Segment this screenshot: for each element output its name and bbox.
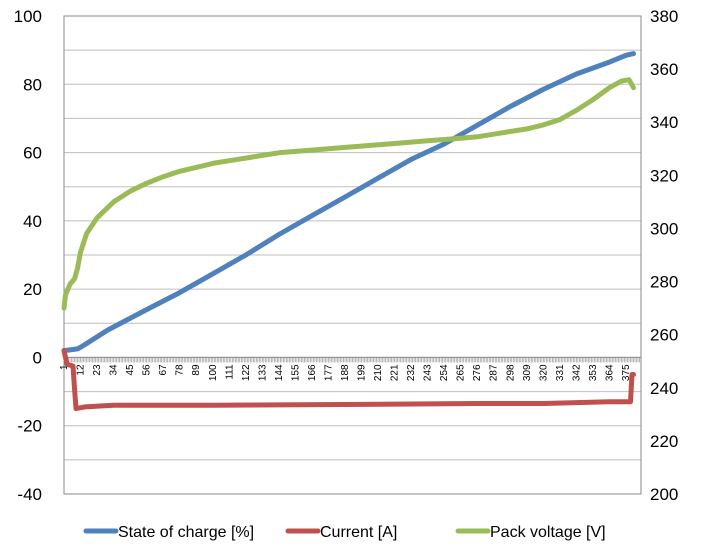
x-tick-label: 12 [76, 364, 87, 376]
x-tick-label: 342 [571, 364, 582, 381]
legend-label: Current [A] [320, 524, 397, 541]
legend-label: Pack voltage [V] [490, 524, 606, 541]
x-tick-label: 188 [340, 364, 351, 381]
x-tick-label: 23 [92, 364, 103, 376]
y-right-tick-label: 300 [650, 219, 678, 238]
x-tick-label: 232 [406, 364, 417, 381]
x-tick-label: 133 [257, 364, 268, 381]
x-tick-label: 265 [456, 364, 467, 381]
x-tick-label: 144 [274, 364, 285, 381]
y-right-tick-label: 360 [650, 60, 678, 79]
x-tick-label: 177 [323, 364, 334, 381]
y-left-tick-label: 20 [23, 280, 42, 299]
y-right-tick-label: 340 [650, 113, 678, 132]
y-left-tick-label: -20 [17, 417, 42, 436]
x-tick-label: 45 [125, 364, 136, 376]
y-right-tick-label: 200 [650, 485, 678, 504]
y-left-tick-label: 40 [23, 212, 42, 231]
x-tick-label: 56 [142, 364, 153, 376]
x-tick-label: 254 [439, 364, 450, 381]
x-tick-label: 298 [505, 364, 516, 381]
x-tick-label: 210 [373, 364, 384, 381]
x-tick-label: 221 [390, 364, 401, 381]
series-line [61, 51, 636, 354]
series-line [61, 77, 636, 311]
axes: -40 -20 0 20 40 60 80 100 200 220 240 260 280 300 320 3… [14, 7, 679, 504]
x-tick-label: 34 [109, 364, 120, 376]
y-left-tick-label: 60 [23, 144, 42, 163]
x-tick-label: 100 [208, 364, 219, 381]
y-right-tick-label: 320 [650, 166, 678, 185]
x-tick-label: 67 [158, 364, 169, 376]
y-right-tick-label: 260 [650, 326, 678, 345]
x-tick-label: 78 [175, 364, 186, 376]
x-tick-label: 276 [472, 364, 483, 381]
legend-label: State of charge [%] [118, 524, 254, 541]
y-right-tick-label: 220 [650, 432, 678, 451]
series-lines [61, 51, 636, 412]
y-right-tick-label: 240 [650, 379, 678, 398]
y-left-tick-label: 80 [23, 75, 42, 94]
gridlines [64, 15, 641, 495]
x-tick-label: 243 [423, 364, 434, 381]
x-tick-label: 287 [489, 364, 500, 381]
x-tick-label: 155 [290, 364, 301, 381]
x-tick-label: 122 [241, 364, 252, 381]
y-left-tick-label: 0 [33, 348, 42, 367]
plot-area-border [63, 15, 642, 495]
x-tick-label: 199 [357, 364, 368, 381]
x-tick-label: 331 [555, 364, 566, 381]
x-tick-label: 1 [59, 364, 70, 370]
x-tick-label: 89 [191, 364, 202, 376]
y-left-tick-label: 100 [14, 7, 42, 26]
y-right-tick-label: 380 [650, 7, 678, 26]
x-tick-label: 375 [621, 364, 632, 381]
x-tick-label: 320 [538, 364, 549, 381]
x-tick-label: 364 [604, 364, 615, 381]
x-tick-label: 111 [224, 364, 235, 380]
x-tick-label: 166 [307, 364, 318, 381]
x-tick-label: 353 [588, 364, 599, 381]
series-line [61, 348, 636, 412]
y-right-tick-label: 280 [650, 273, 678, 292]
y-left-tick-label: -40 [17, 485, 42, 504]
x-tick-label: 309 [522, 364, 533, 381]
legend: State of charge [%] Current [A] Pack volta… [83, 524, 606, 541]
